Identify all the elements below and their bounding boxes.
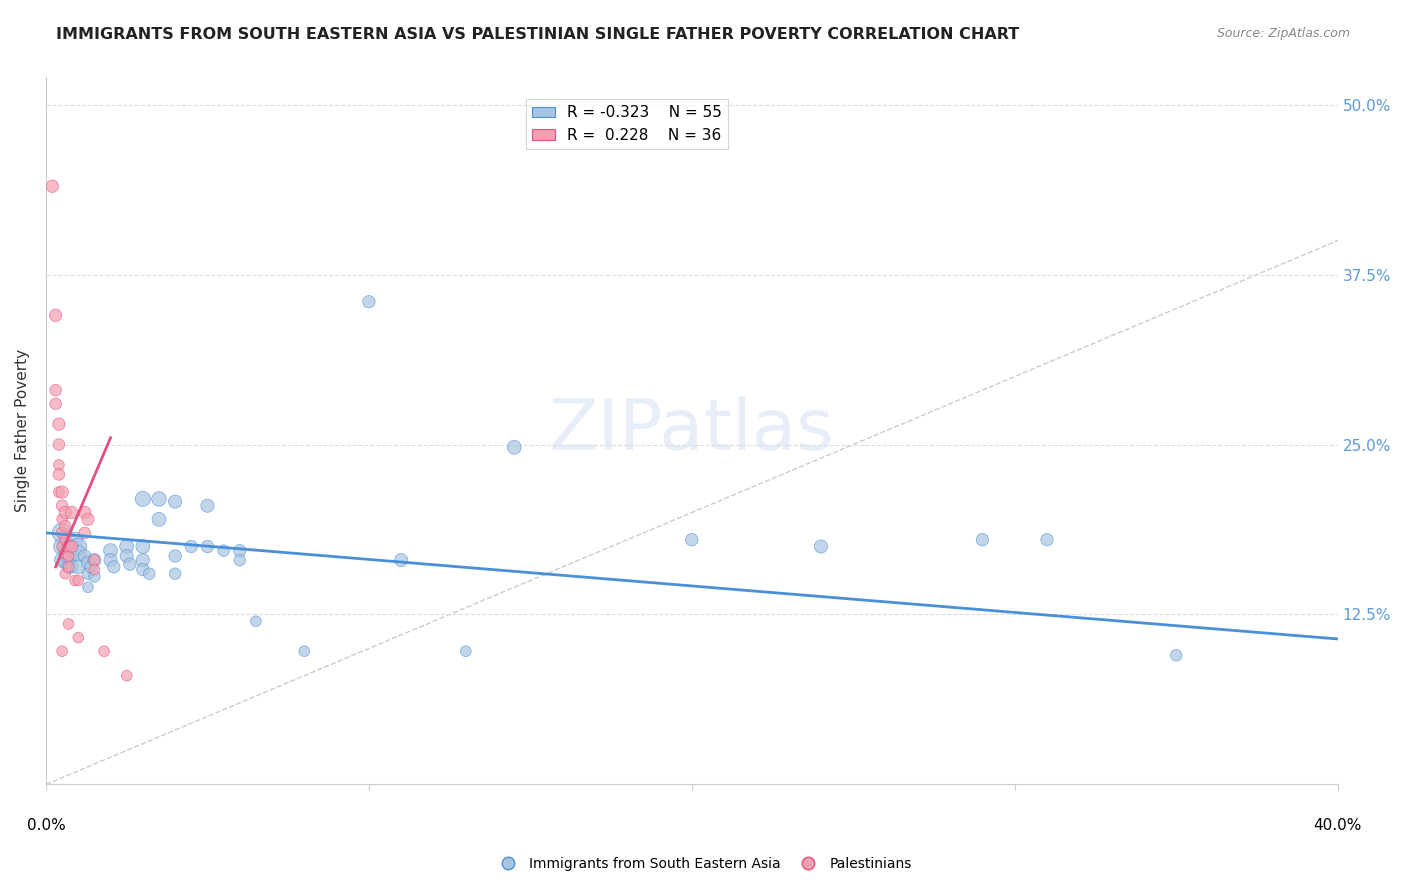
Point <box>53 553 76 567</box>
Text: 0.0%: 0.0% <box>27 818 65 833</box>
Point <box>165 566 187 581</box>
Point <box>77 512 100 526</box>
Point <box>58 540 80 554</box>
Text: 40.0%: 40.0% <box>1313 818 1362 833</box>
Point <box>228 543 250 558</box>
Point <box>77 556 100 570</box>
Point <box>67 560 90 574</box>
Point <box>132 563 155 577</box>
Point <box>115 668 138 682</box>
Point <box>48 467 70 482</box>
Point <box>53 519 76 533</box>
Point <box>45 309 67 323</box>
Point <box>245 615 267 629</box>
Point <box>138 566 160 581</box>
Point <box>51 499 73 513</box>
Point <box>180 540 202 554</box>
Point <box>58 549 80 563</box>
Point <box>51 485 73 500</box>
Point <box>212 543 235 558</box>
Point <box>972 533 994 547</box>
Point <box>389 553 412 567</box>
Point <box>132 553 155 567</box>
Point <box>197 499 219 513</box>
Point <box>103 560 125 574</box>
Point <box>77 580 100 594</box>
Point <box>83 563 105 577</box>
Point <box>67 546 90 560</box>
Point <box>58 560 80 574</box>
Point <box>93 644 115 658</box>
Point <box>41 179 63 194</box>
Point <box>357 294 380 309</box>
Text: IMMIGRANTS FROM SOUTH EASTERN ASIA VS PALESTINIAN SINGLE FATHER POVERTY CORRELAT: IMMIGRANTS FROM SOUTH EASTERN ASIA VS PA… <box>56 27 1019 42</box>
Point <box>53 506 76 520</box>
Point <box>165 494 187 508</box>
Point <box>60 560 83 574</box>
Point <box>51 644 73 658</box>
Point <box>80 560 103 574</box>
Point <box>51 512 73 526</box>
Point <box>60 549 83 563</box>
Point <box>58 549 80 563</box>
Point <box>48 437 70 451</box>
Point <box>48 417 70 431</box>
Point <box>45 383 67 397</box>
Point <box>77 566 100 581</box>
Point <box>58 617 80 632</box>
Point <box>51 525 73 540</box>
Point <box>51 553 73 567</box>
Legend: Immigrants from South Eastern Asia, Palestinians: Immigrants from South Eastern Asia, Pale… <box>489 851 917 876</box>
Point <box>67 631 90 645</box>
Point <box>83 569 105 583</box>
Point <box>165 549 187 563</box>
Point <box>132 540 155 554</box>
Point <box>51 540 73 554</box>
Point <box>503 440 526 454</box>
Point <box>115 549 138 563</box>
Point <box>60 506 83 520</box>
Point <box>681 533 703 547</box>
Point <box>100 543 122 558</box>
Point <box>73 506 96 520</box>
Point <box>292 644 315 658</box>
Point <box>48 485 70 500</box>
Point <box>132 491 155 506</box>
Point <box>53 566 76 581</box>
Point <box>118 557 141 571</box>
Point <box>1036 533 1059 547</box>
Point <box>53 546 76 560</box>
Point <box>73 525 96 540</box>
Point <box>228 553 250 567</box>
Point <box>83 553 105 567</box>
Point <box>67 574 90 588</box>
Y-axis label: Single Father Poverty: Single Father Poverty <box>15 350 30 513</box>
Point <box>454 644 477 658</box>
Point <box>100 553 122 567</box>
Point <box>810 540 832 554</box>
Text: Source: ZipAtlas.com: Source: ZipAtlas.com <box>1216 27 1350 40</box>
Point <box>51 540 73 554</box>
Point <box>63 574 86 588</box>
Legend: R = -0.323    N = 55, R =  0.228    N = 36: R = -0.323 N = 55, R = 0.228 N = 36 <box>526 99 728 149</box>
Point <box>197 540 219 554</box>
Point <box>67 540 90 554</box>
Point <box>73 549 96 563</box>
Point <box>53 533 76 547</box>
Point <box>45 397 67 411</box>
Point <box>60 540 83 554</box>
Point <box>58 560 80 574</box>
Point <box>53 540 76 554</box>
Point <box>148 491 170 506</box>
Point <box>148 512 170 526</box>
Text: ZIPatlas: ZIPatlas <box>548 396 835 466</box>
Point <box>58 540 80 554</box>
Point <box>1166 648 1188 663</box>
Point <box>60 540 83 554</box>
Point <box>63 533 86 547</box>
Point <box>51 525 73 540</box>
Point <box>83 553 105 567</box>
Point <box>115 540 138 554</box>
Point <box>48 458 70 472</box>
